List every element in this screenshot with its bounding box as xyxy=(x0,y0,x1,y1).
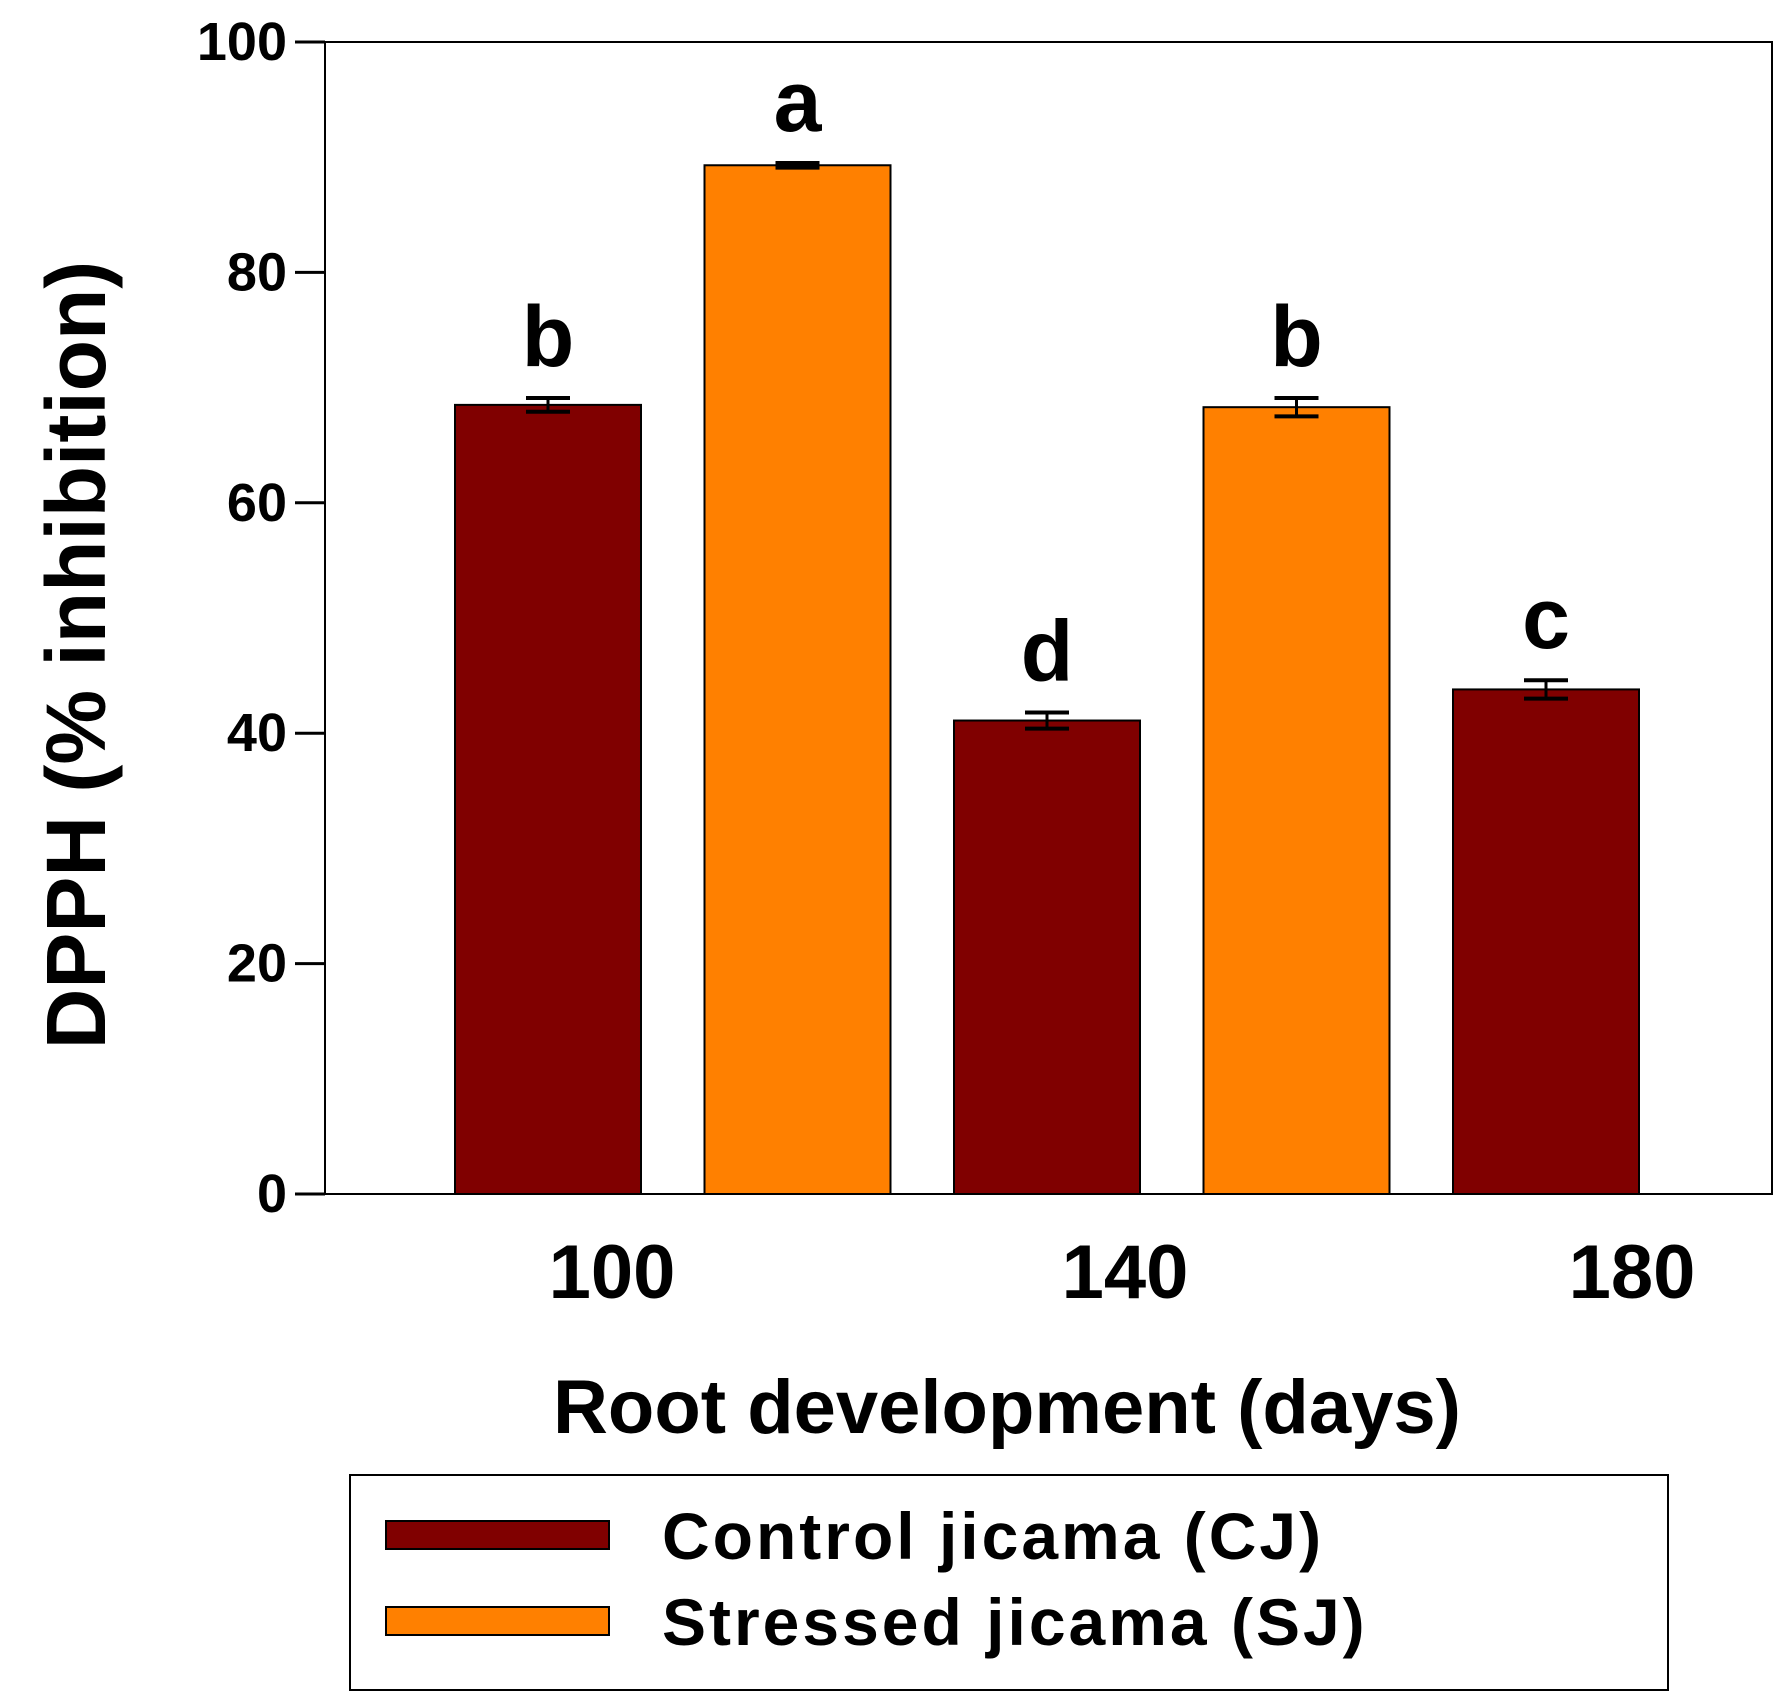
y-axis-title: DPPH (% inhibition) xyxy=(29,261,123,1050)
y-tick-label: 20 xyxy=(227,934,287,994)
legend-swatch xyxy=(385,1520,610,1550)
y-tick-label: 0 xyxy=(257,1164,287,1224)
bar xyxy=(454,403,642,1195)
legend-label: Control jicama (CJ) xyxy=(662,1499,1324,1573)
y-tick-label: 100 xyxy=(197,12,287,72)
bar xyxy=(953,719,1141,1195)
bar xyxy=(703,164,892,1195)
legend-swatch xyxy=(385,1606,610,1636)
significance-label: b xyxy=(522,289,575,385)
y-tick-label: 80 xyxy=(227,242,287,302)
x-tick-label: 180 xyxy=(1569,1230,1696,1315)
legend-box xyxy=(349,1474,1669,1691)
significance-label: d xyxy=(1021,603,1074,699)
significance-label: c xyxy=(1522,571,1570,667)
y-tick-label: 60 xyxy=(227,473,287,533)
legend: Control jicama (CJ) Stressed jicama (SJ) xyxy=(349,1474,1669,1691)
significance-label: a xyxy=(774,54,823,150)
significance-label: b xyxy=(1270,289,1323,385)
x-axis-title: Root development (days) xyxy=(553,1365,1461,1450)
legend-label: Stressed jicama (SJ) xyxy=(662,1585,1368,1659)
x-tick-label: 140 xyxy=(1062,1230,1189,1315)
bar xyxy=(1452,688,1640,1195)
bar xyxy=(1202,406,1391,1195)
y-tick-label: 40 xyxy=(227,703,287,763)
x-tick-label: 100 xyxy=(549,1230,676,1315)
